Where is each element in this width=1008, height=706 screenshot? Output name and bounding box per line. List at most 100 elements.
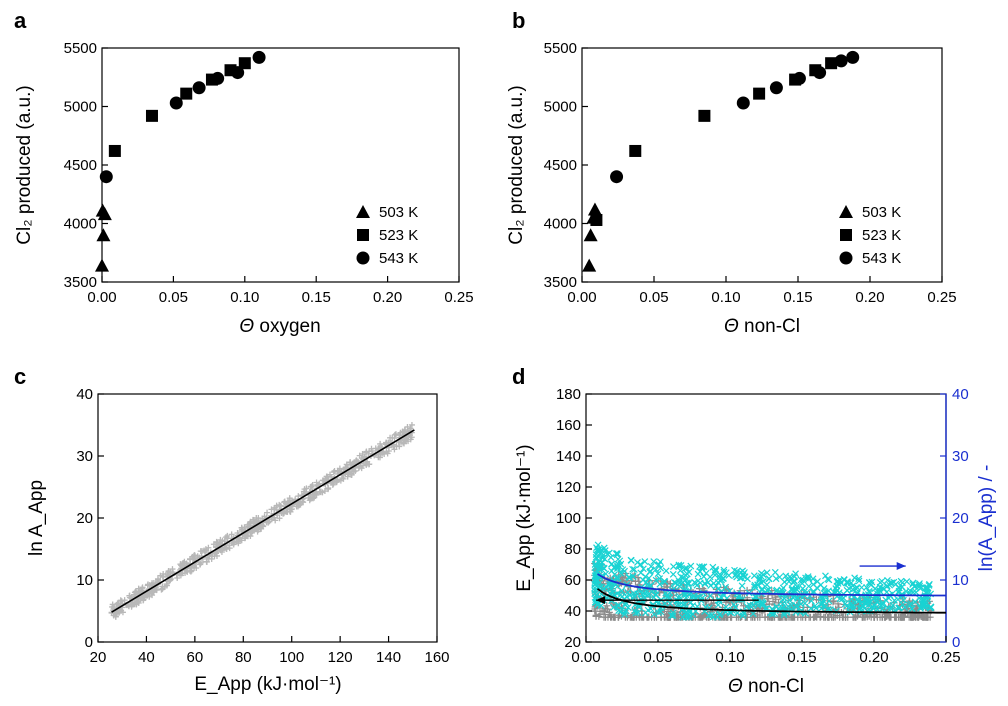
panel-c-x-tick-label: 60 — [187, 649, 204, 666]
data-point-plus — [319, 489, 326, 496]
data-point-plus — [697, 612, 705, 620]
data-point-cross — [763, 581, 771, 589]
data-point-plus — [769, 597, 777, 605]
data-point-cross — [855, 577, 863, 585]
plot-frame-a — [101, 47, 460, 283]
data-point-cross — [666, 599, 674, 607]
data-point-cross — [821, 590, 829, 598]
data-point-cross — [600, 564, 607, 572]
data-point-plus — [222, 544, 229, 551]
data-point-cross — [799, 594, 807, 602]
data-point-cross — [669, 612, 677, 619]
data-point-cross — [736, 574, 744, 582]
data-point-plus — [393, 442, 400, 449]
data-point-plus — [157, 572, 164, 579]
data-point-cross — [750, 583, 758, 591]
data-point-square — [108, 144, 121, 157]
data-point-plus — [299, 498, 306, 505]
data-point-cross — [656, 575, 664, 582]
data-point-cross — [668, 611, 675, 619]
data-point-cross — [591, 587, 599, 594]
data-point-cross — [756, 575, 764, 583]
data-point-plus — [900, 613, 908, 621]
panel-b-y-tick-label: 4000 — [544, 216, 577, 233]
data-point-cross — [654, 570, 662, 578]
data-point-plus — [812, 612, 820, 620]
data-point-cross — [868, 578, 876, 586]
data-point-square — [180, 87, 193, 100]
data-point-cross — [771, 568, 779, 576]
data-point-cross — [663, 593, 671, 601]
data-point-plus — [894, 613, 902, 621]
data-point-plus — [391, 431, 398, 438]
data-point-cross — [696, 579, 704, 587]
data-point-plus — [295, 500, 302, 507]
data-point-plus — [131, 591, 138, 598]
data-point-circle — [252, 50, 266, 64]
data-point-cross — [908, 605, 916, 613]
data-point-circle — [99, 170, 113, 184]
data-point-cross — [878, 577, 886, 585]
x-axis-label-b: Θ non-Cl — [724, 316, 800, 337]
data-point-cross — [772, 575, 780, 583]
panel-d-right-tick-label: 10 — [952, 572, 969, 589]
data-point-plus — [247, 529, 254, 536]
panel-label-d: d — [512, 364, 525, 389]
data-point-cross — [618, 587, 626, 595]
data-point-cross — [883, 583, 891, 590]
data-point-cross — [621, 610, 628, 618]
data-point-plus — [854, 612, 862, 620]
data-point-plus — [115, 600, 122, 607]
data-point-cross — [679, 600, 687, 608]
data-point-cross — [714, 579, 722, 586]
data-point-cross — [683, 579, 691, 587]
data-point-cross — [855, 575, 863, 583]
panel-c-x-tick-label: 20 — [90, 649, 107, 666]
data-point-cross — [846, 603, 854, 611]
data-point-cross — [927, 603, 935, 611]
data-point-cross — [698, 563, 706, 571]
panel-a-y-tick-label: 5000 — [64, 99, 97, 116]
data-point-cross — [621, 608, 628, 616]
data-point-plus — [256, 523, 263, 530]
data-point-plus — [165, 568, 172, 575]
data-point-plus — [209, 553, 216, 560]
data-point-cross — [670, 563, 677, 570]
data-point-cross — [897, 577, 905, 585]
data-point-plus — [323, 473, 330, 480]
data-point-plus — [349, 460, 356, 467]
data-point-cross — [677, 573, 685, 581]
data-point-cross — [711, 571, 719, 579]
data-point-cross — [924, 595, 932, 603]
panel-d-x-tick-label: 0.05 — [643, 649, 672, 666]
data-point-plus — [197, 548, 204, 555]
panel-a-y-tick-label: 4000 — [64, 216, 97, 233]
data-point-square — [590, 213, 603, 226]
legend-marker-circle — [356, 251, 370, 265]
data-point-plus — [159, 583, 166, 590]
data-point-cross — [615, 607, 623, 614]
data-point-cross — [627, 557, 635, 564]
data-point-cross — [866, 579, 873, 587]
panel-b-x-tick-label: 0.05 — [639, 289, 668, 306]
panel-b-x-tick-label: 0.10 — [711, 289, 740, 306]
data-point-cross — [681, 571, 689, 579]
data-point-plus — [135, 600, 142, 607]
data-point-plus — [118, 607, 125, 614]
panel-c-x-tick-label: 160 — [424, 649, 449, 666]
data-point-circle — [792, 71, 806, 85]
legend-marker-triangle — [839, 205, 853, 218]
data-point-plus — [375, 445, 382, 452]
data-point-cross — [637, 569, 645, 577]
panel-a-y-tick-label: 3500 — [64, 274, 97, 291]
data-point-plus — [605, 608, 613, 616]
data-point-cross — [858, 598, 866, 606]
data-point-cross — [825, 587, 832, 595]
data-point-cross — [805, 582, 813, 590]
data-point-plus — [383, 440, 390, 447]
data-point-cross — [793, 602, 801, 610]
data-point-plus — [805, 596, 813, 604]
data-point-cross — [821, 603, 829, 611]
data-point-cross — [797, 600, 805, 608]
panel-d-x-tick-label: 0.10 — [715, 649, 744, 666]
